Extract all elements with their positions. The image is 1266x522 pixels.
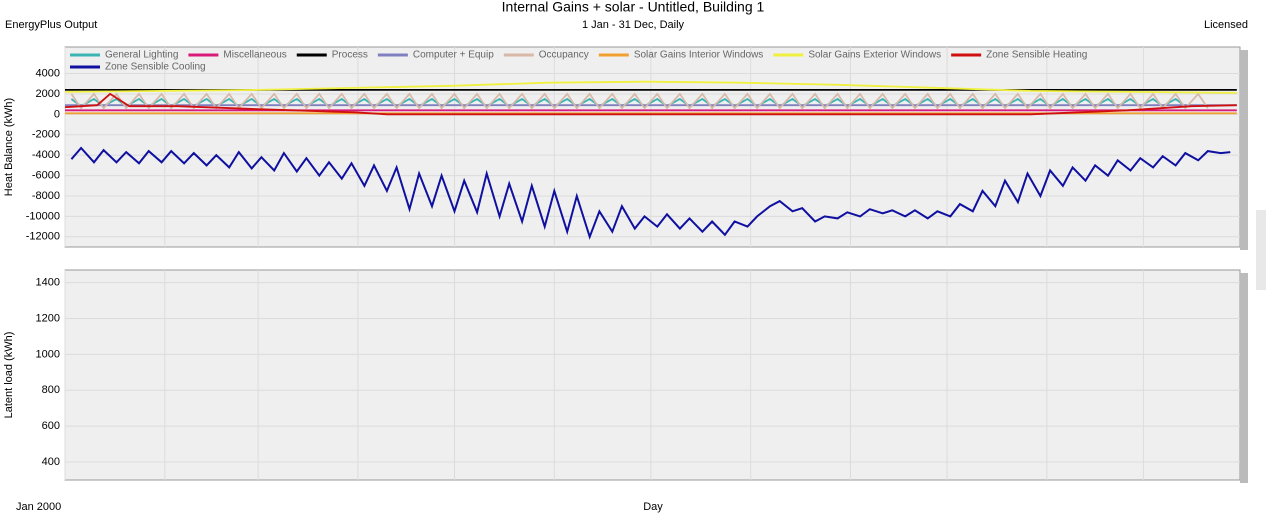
plot-area <box>64 46 1241 248</box>
y-tick-label: -4000 <box>32 149 60 161</box>
y-tick-label: -12000 <box>26 231 60 243</box>
plot-area <box>64 269 1241 481</box>
y-tick-label: 2000 <box>36 88 60 100</box>
legend-label: Occupancy <box>539 50 589 61</box>
plot-shadow <box>1240 50 1248 250</box>
legend-label: Miscellaneous <box>223 50 286 61</box>
y-tick-label: -8000 <box>32 190 60 202</box>
series-line <box>64 92 1237 116</box>
y-tick-label: -10000 <box>26 210 60 222</box>
y-tick-label: 1000 <box>36 348 60 360</box>
side-handle <box>1256 210 1266 290</box>
y-tick-label: -6000 <box>32 169 60 181</box>
legend-label: Process <box>332 50 368 61</box>
header-left: EnergyPlus Output <box>5 19 97 31</box>
header-right: Licensed <box>1204 19 1248 31</box>
legend-label: General Lighting <box>105 50 178 61</box>
legend-label: Solar Gains Interior Windows <box>634 50 764 61</box>
y-tick-label: -2000 <box>32 129 60 141</box>
y-tick-label: 400 <box>42 456 60 468</box>
legend-label: Zone Sensible Cooling <box>105 62 206 73</box>
series-line <box>70 146 1231 240</box>
y-tick-label: 600 <box>42 420 60 432</box>
x-note: Jan 2000 <box>16 501 61 513</box>
chart-subtitle: 1 Jan - 31 Dec, Daily <box>582 19 685 31</box>
series-line <box>64 80 1237 94</box>
y-axis-title: Heat Balance (kWh) <box>3 98 15 196</box>
series-line <box>70 92 1209 110</box>
y-tick-label: 1200 <box>36 312 60 324</box>
legend-label: Computer + Equip <box>413 50 494 61</box>
y-axis-title: Latent load (kWh) <box>3 332 15 419</box>
legend-label: Solar Gains Exterior Windows <box>808 50 941 61</box>
chart-title: Internal Gains + solar - Untitled, Build… <box>502 0 765 15</box>
y-tick-label: 4000 <box>36 67 60 79</box>
x-axis-title: Day <box>643 501 663 513</box>
plot-shadow <box>1240 273 1248 483</box>
legend-label: Zone Sensible Heating <box>986 50 1087 61</box>
y-tick-label: 800 <box>42 384 60 396</box>
y-tick-label: 0 <box>54 108 60 120</box>
y-tick-label: 1400 <box>36 276 60 288</box>
